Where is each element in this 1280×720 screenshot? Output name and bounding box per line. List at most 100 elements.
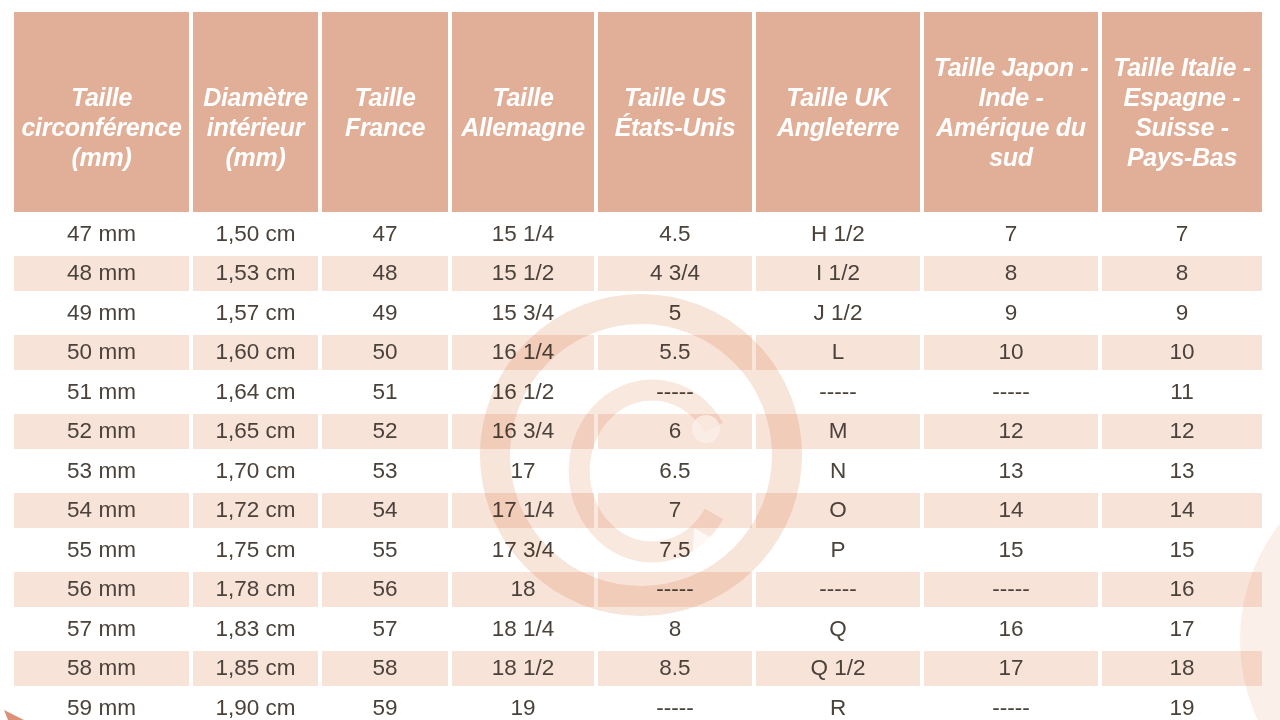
cell: 50 mm (14, 335, 189, 371)
cell: 9 (924, 295, 1098, 331)
cell: R (756, 690, 920, 720)
cell: ----- (924, 572, 1098, 608)
cell: 19 (452, 690, 594, 720)
cell: ----- (756, 374, 920, 410)
cell: 1,70 cm (193, 453, 318, 489)
cell: Q 1/2 (756, 651, 920, 687)
cell: 49 (322, 295, 448, 331)
cell: L (756, 335, 920, 371)
cell: 50 (322, 335, 448, 371)
cell: 53 mm (14, 453, 189, 489)
cell: 5 (598, 295, 752, 331)
cell: 18 (452, 572, 594, 608)
cell: 4.5 (598, 216, 752, 252)
table-row: 59 mm1,90 cm5919-----R-----19 (14, 690, 1262, 720)
cell: M (756, 414, 920, 450)
cell: 6 (598, 414, 752, 450)
cell: 54 mm (14, 493, 189, 529)
cell: 18 (1102, 651, 1262, 687)
cell: 6.5 (598, 453, 752, 489)
cell: 16 (1102, 572, 1262, 608)
cell: ----- (756, 572, 920, 608)
cell: 7.5 (598, 532, 752, 568)
cell: ----- (598, 572, 752, 608)
table-row: 55 mm1,75 cm5517 3/47.5P1515 (14, 532, 1262, 568)
cell: 7 (598, 493, 752, 529)
cell: 10 (1102, 335, 1262, 371)
cell: 15 (1102, 532, 1262, 568)
cell: 8 (1102, 256, 1262, 292)
cell: 53 (322, 453, 448, 489)
header-row: Taille circonférence (mm)Diamètre intéri… (14, 12, 1262, 212)
cell: 1,90 cm (193, 690, 318, 720)
cell: 15 3/4 (452, 295, 594, 331)
cell: 56 (322, 572, 448, 608)
cell: 55 mm (14, 532, 189, 568)
cell: 8 (924, 256, 1098, 292)
cell: 17 3/4 (452, 532, 594, 568)
cell: 17 (1102, 611, 1262, 647)
cell: 57 (322, 611, 448, 647)
cell: 54 (322, 493, 448, 529)
cell: 52 (322, 414, 448, 450)
table-row: 47 mm1,50 cm4715 1/44.5H 1/277 (14, 216, 1262, 252)
cell: 1,83 cm (193, 611, 318, 647)
cell: 13 (1102, 453, 1262, 489)
cell: 7 (1102, 216, 1262, 252)
cell: ----- (924, 374, 1098, 410)
table-row: 58 mm1,85 cm5818 1/28.5Q 1/21718 (14, 651, 1262, 687)
cell: 8 (598, 611, 752, 647)
cell: 9 (1102, 295, 1262, 331)
cell: 1,57 cm (193, 295, 318, 331)
cell: 56 mm (14, 572, 189, 608)
cell: 17 (924, 651, 1098, 687)
cell: 1,72 cm (193, 493, 318, 529)
cell: 8.5 (598, 651, 752, 687)
cell: 51 mm (14, 374, 189, 410)
cell: 59 (322, 690, 448, 720)
cell: 14 (1102, 493, 1262, 529)
cell: 16 1/4 (452, 335, 594, 371)
cell: 10 (924, 335, 1098, 371)
table-row: 48 mm1,53 cm4815 1/24 3/4I 1/288 (14, 256, 1262, 292)
column-header-7: Taille Japon - Inde - Amérique du sud (924, 12, 1098, 212)
cell: 48 (322, 256, 448, 292)
cell: 4 3/4 (598, 256, 752, 292)
cell: 1,65 cm (193, 414, 318, 450)
cell: 16 3/4 (452, 414, 594, 450)
cell: N (756, 453, 920, 489)
cell: 15 1/2 (452, 256, 594, 292)
cell: 12 (924, 414, 1098, 450)
table-row: 51 mm1,64 cm5116 1/2---------------11 (14, 374, 1262, 410)
table-row: 57 mm1,83 cm5718 1/48Q1617 (14, 611, 1262, 647)
cell: P (756, 532, 920, 568)
table-row: 56 mm1,78 cm5618---------------16 (14, 572, 1262, 608)
cell: 52 mm (14, 414, 189, 450)
cell: 58 mm (14, 651, 189, 687)
cell: 13 (924, 453, 1098, 489)
cell: 16 (924, 611, 1098, 647)
cell: 1,64 cm (193, 374, 318, 410)
cell: 11 (1102, 374, 1262, 410)
column-header-3: Taille France (322, 12, 448, 212)
cell: 47 mm (14, 216, 189, 252)
cell: 17 (452, 453, 594, 489)
cell: 1,53 cm (193, 256, 318, 292)
cell: ----- (598, 690, 752, 720)
cell: 15 (924, 532, 1098, 568)
cell: 19 (1102, 690, 1262, 720)
cell: 47 (322, 216, 448, 252)
cell: 49 mm (14, 295, 189, 331)
cell: 59 mm (14, 690, 189, 720)
cell: 16 1/2 (452, 374, 594, 410)
table-row: 52 mm1,65 cm5216 3/46M1212 (14, 414, 1262, 450)
cell: O (756, 493, 920, 529)
cell: 17 1/4 (452, 493, 594, 529)
cell: 1,50 cm (193, 216, 318, 252)
cell: 1,75 cm (193, 532, 318, 568)
cell: Q (756, 611, 920, 647)
cell: 1,60 cm (193, 335, 318, 371)
column-header-2: Diamètre intérieur (mm) (193, 12, 318, 212)
cell: 14 (924, 493, 1098, 529)
column-header-4: Taille Allemagne (452, 12, 594, 212)
